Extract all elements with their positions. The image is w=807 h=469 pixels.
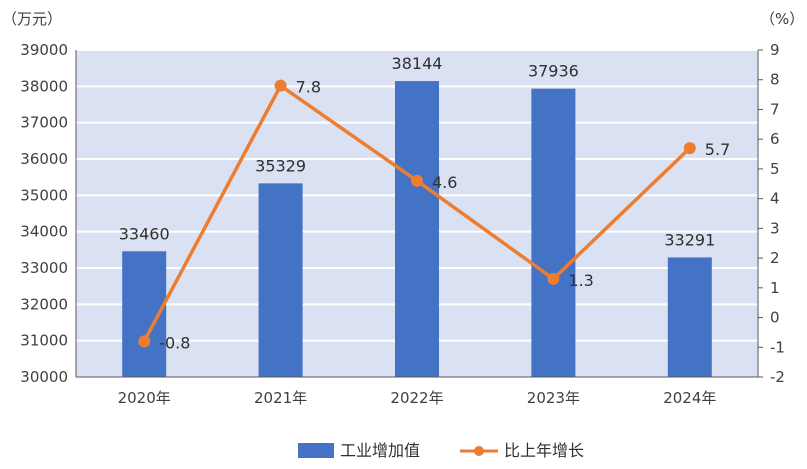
right-axis-unit: （%） [760,10,804,28]
right-tick-label: 1 [770,279,780,297]
right-tick-label: -2 [770,368,785,386]
x-tick-label: 2021年 [254,389,307,407]
left-axis-unit: （万元） [2,10,62,28]
line-point [138,335,151,348]
right-tick-label: 6 [770,130,780,148]
bar-value-label: 33291 [664,230,715,249]
data-labels: 33460 35329 38144 37936 33291 -0.8 7.8 4.6 1.3 5.… [119,54,731,352]
bar [667,257,712,377]
line-value-label: 4.6 [432,173,457,192]
x-tick-label: 2020年 [118,389,171,407]
bars [122,81,712,378]
line-value-label: 7.8 [296,78,321,97]
x-tick-label: 2024年 [663,389,716,407]
line-series [138,79,696,348]
bar [531,88,576,378]
x-axis: 2020年 2021年 2022年 2023年 2024年 [76,376,758,407]
bar [395,81,439,378]
line-value-label: 5.7 [705,140,730,159]
bar-value-label: 37936 [528,62,579,81]
left-tick-label: 36000 [20,150,68,168]
line-point [683,142,696,155]
right-tick-label: -1 [770,338,785,356]
bar-value-label: 35329 [255,156,306,175]
x-tick-label: 2022年 [390,389,443,407]
legend-bar-label: 工业增加值 [340,441,420,460]
legend-line-label: 比上年增长 [504,441,584,460]
left-tick-label: 37000 [20,114,68,132]
right-tick-label: 0 [770,309,780,327]
legend: 工业增加值 比上年增长 [298,441,584,460]
left-tick-label: 38000 [20,77,68,95]
left-axis: 30000 31000 32000 33000 34000 35000 36000 37000… [20,41,77,386]
left-tick-label: 30000 [20,368,68,386]
line-value-label: -0.8 [159,333,190,352]
right-tick-label: 5 [770,160,780,178]
legend-line-marker [474,446,484,456]
left-tick-label: 34000 [20,223,68,241]
bar-value-label: 33460 [119,224,170,243]
bar-value-label: 38144 [392,54,443,73]
right-tick-label: 3 [770,219,780,237]
right-tick-label: 4 [770,190,780,208]
left-tick-label: 35000 [20,186,68,204]
line-point [547,272,560,285]
legend-bar-swatch [298,443,334,458]
left-tick-label: 31000 [20,332,68,350]
right-axis: -2 -1 0 1 2 3 4 5 6 7 8 9 [757,41,785,386]
bar [258,183,303,377]
left-tick-label: 33000 [20,259,68,277]
right-tick-label: 8 [770,71,780,89]
left-tick-label: 32000 [20,295,68,313]
right-tick-label: 9 [770,41,780,59]
right-tick-label: 2 [770,249,780,267]
right-tick-label: 7 [770,100,780,118]
left-tick-label: 39000 [20,41,68,59]
line-value-label: 1.3 [568,271,593,290]
line-point [274,79,287,92]
line-point [411,174,423,187]
x-tick-label: 2023年 [527,389,580,407]
